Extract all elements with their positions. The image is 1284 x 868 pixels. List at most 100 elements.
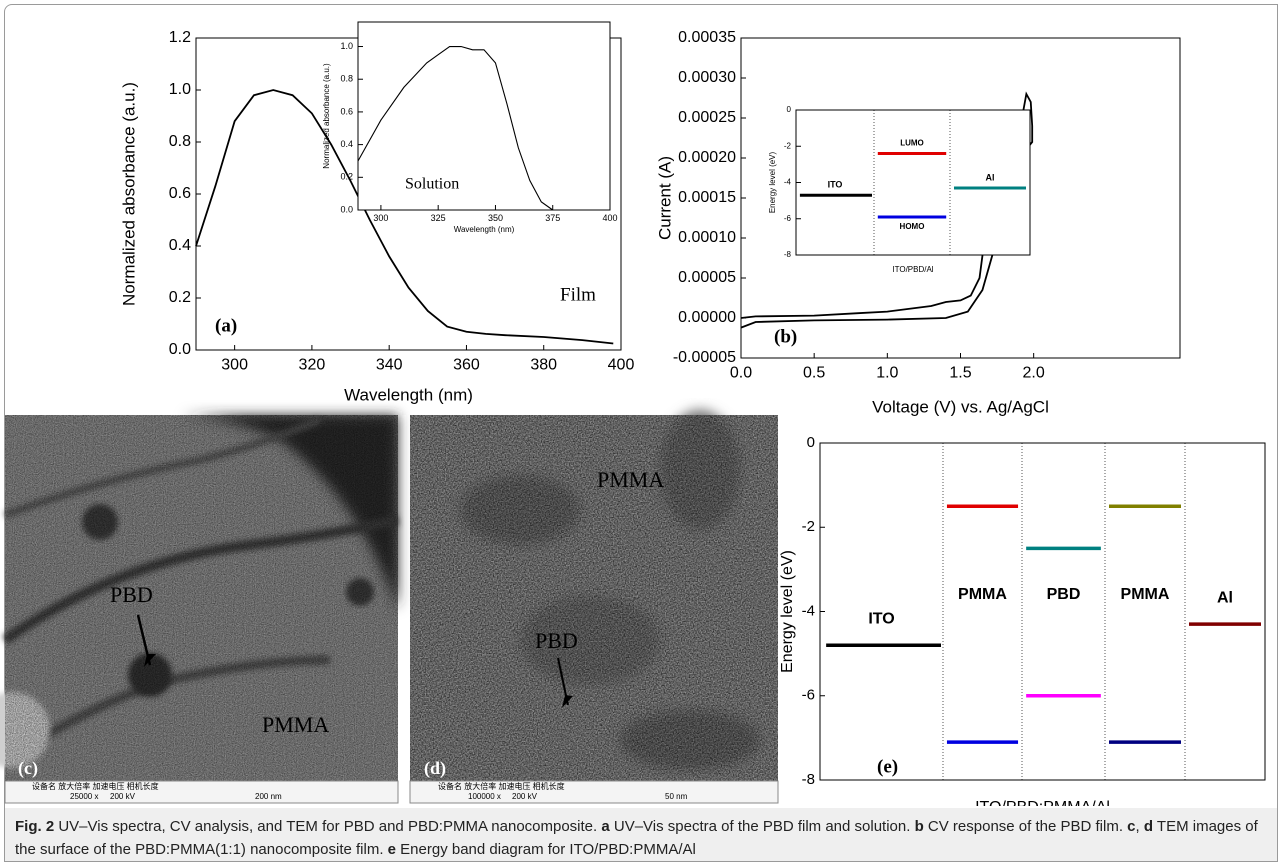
x-axis-label: Voltage (V) vs. Ag/AgCl [872,397,1049,416]
x-tick-label: 340 [376,356,403,373]
x-tick-label: 360 [453,356,480,373]
tem-footer-text: 100000 x [468,792,501,801]
y-tick-label: 0.00010 [678,229,736,246]
x-tick-label: 400 [608,356,635,373]
y-tick-label: 0.0 [340,204,353,214]
y-tick-label: -6 [784,214,792,223]
y-tick-label: -8 [802,771,815,788]
y-tick-label: 1.0 [169,81,191,98]
y-tick-label: -6 [802,687,815,704]
y-tick-label: 0.4 [169,237,191,254]
column-label: PMMA [1121,586,1170,603]
x-axis-label: Wavelength (nm) [344,385,473,404]
x-tick-label: 320 [299,356,326,373]
caption-part: UV–Vis spectra of the PBD film and solut… [610,818,915,835]
y-axis-label: Energy level (eV) [768,151,777,213]
x-axis-label: Wavelength (nm) [454,225,515,234]
annotation: (b) [774,326,797,347]
caption-part: , [1136,818,1144,835]
level-label: LUMO [900,139,924,148]
tem-footer-text: 设备名 放大倍率 加速电压 相机长度 [32,781,159,791]
y-tick-label: 0.2 [169,289,191,306]
annotation: (e) [877,756,898,777]
y-tick-label: 0.6 [169,185,191,202]
x-tick-label: 1.5 [949,364,971,381]
y-tick-label: 0.00005 [678,269,736,286]
y-tick-label: 0.8 [340,74,353,84]
y-tick-label: -2 [802,518,815,535]
tem-footer-text: 25000 x [70,792,98,801]
y-tick-label: 0.00025 [678,109,736,126]
x-tick-label: 375 [545,213,560,223]
tem-image-c: (c) PBD PMMA 设备名 放大倍率 加速电压 相机长度 25000 x … [0,415,398,803]
y-tick-label: 0.6 [340,106,353,116]
y-tick-label: 0.2 [340,172,353,182]
column-label: ITO [868,610,894,627]
y-tick-label: 0.00035 [678,29,736,46]
x-tick-label: 400 [602,213,617,223]
y-tick-label: -4 [802,602,815,619]
y-axis-label: Normalized absorbance (a.u.) [322,63,331,169]
tem-grain [5,415,398,781]
y-tick-label: -0.00005 [673,349,736,366]
column-label: PBD [1047,586,1081,603]
y-axis-label: Current (A) [655,156,674,240]
x-tick-label: 300 [373,213,388,223]
tem-annotation: PBD [110,582,153,607]
y-tick-label: 0.00000 [678,309,736,326]
tem-annotation: PBD [535,628,578,653]
y-tick-label: 0.4 [340,139,353,149]
x-tick-label: 0.5 [803,364,825,381]
caption-part: UV–Vis spectra, CV analysis, and TEM for… [54,818,601,835]
y-tick-label: 0 [807,434,815,451]
tem-footer-text: 50 nm [665,792,688,801]
figure: (c) PBD PMMA 设备名 放大倍率 加速电压 相机长度 25000 x … [0,0,1284,806]
tem-footer-text: 200 kV [110,792,136,801]
level-label: HOMO [900,222,925,231]
y-tick-label: 0.8 [169,133,191,150]
caption-part: a [601,818,609,835]
column-label: ITO [828,180,843,190]
x-tick-label: 1.0 [876,364,898,381]
tem-footer-text: 200 kV [512,792,538,801]
y-axis-label: Normalized absorbance (a.u.) [119,82,138,306]
panel-label: (c) [18,758,38,779]
y-tick-label: 0 [787,105,792,114]
y-tick-label: 1.0 [340,41,353,51]
figure-caption: Fig. 2 UV–Vis spectra, CV analysis, and … [5,808,1277,861]
annotation: (a) [215,315,237,336]
caption-part: e [388,841,396,858]
chart-panel: 0.0 0.2 0.4 0.6 0.8 1.0 300 325 350 375 400 Wavelen… [322,22,617,234]
y-tick-label: -8 [784,250,792,259]
tem-footer-text: 200 nm [255,792,282,801]
x-tick-label: 380 [530,356,557,373]
x-tick-label: 2.0 [1023,364,1045,381]
column-label: Al [1217,589,1233,606]
caption-part: Fig. 2 [15,818,54,835]
tem-image-d: (d) PMMA PBD 设备名 放大倍率 加速电压 相机长度 100000 x… [410,410,778,803]
x-tick-label: 325 [431,213,446,223]
x-tick-label: 0.0 [730,364,752,381]
tem-footer-text: 设备名 放大倍率 加速电压 相机长度 [438,781,565,791]
caption-part: b [915,818,924,835]
annotation: Film [560,284,596,305]
y-tick-label: 1.2 [169,29,191,46]
y-tick-label: -2 [784,141,792,150]
y-tick-label: 0.00015 [678,189,736,206]
annotation: Solution [405,176,459,193]
tem-annotation: PMMA [597,467,664,492]
y-tick-label: -4 [784,178,792,187]
x-tick-label: 350 [488,213,503,223]
page-body: (c) PBD PMMA 设备名 放大倍率 加速电压 相机长度 25000 x … [0,0,1284,868]
column-label: PMMA [958,586,1007,603]
caption-part: c [1127,818,1135,835]
page: Figure body { margin: 0; width: 1284px; … [0,0,1284,868]
caption-part: d [1144,818,1153,835]
tem-grain [410,415,778,781]
column-label: Al [986,172,995,182]
y-tick-label: 0.00030 [678,69,736,86]
tem-annotation: PMMA [262,712,329,737]
y-tick-label: 0.00020 [678,149,736,166]
